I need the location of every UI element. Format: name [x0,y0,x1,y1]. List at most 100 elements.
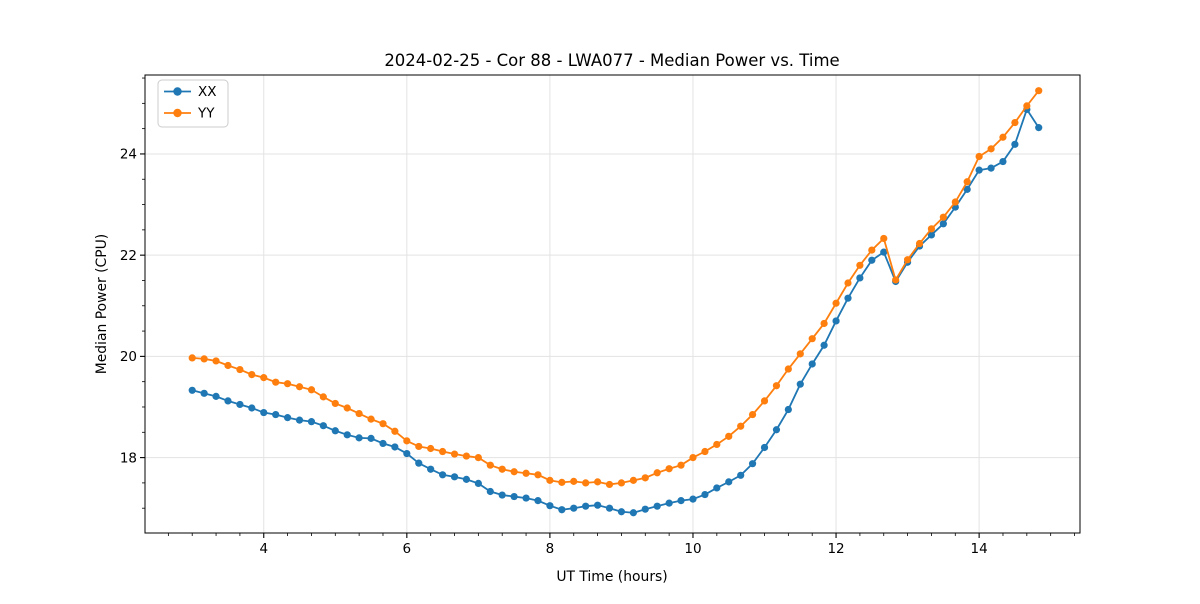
data-point-yy [808,335,816,343]
data-point-xx [999,157,1007,166]
data-point-yy [331,399,339,408]
data-point-yy [975,152,983,161]
data-point-xx [200,389,208,397]
data-point-xx [963,185,971,193]
data-point-yy [200,355,208,363]
data-point-xx [522,494,530,502]
data-point-xx [868,256,876,264]
data-point-xx [796,380,804,388]
plot-border [144,74,1081,534]
data-point-xx [272,410,280,419]
data-point-xx [677,497,685,505]
data-point-xx [486,487,494,496]
data-point-xx [355,434,363,442]
data-point-yy [748,410,757,419]
legend-marker-xx [173,87,182,96]
tick-label-layer: 4 6 8 10 12 14 18 20 22 24 [120,147,988,557]
data-point-xx [224,397,232,405]
data-point-yy [713,440,721,449]
data-point-yy [653,469,661,477]
data-point-yy [1035,87,1043,95]
data-point-yy [796,350,804,358]
data-point-xx [379,439,387,448]
data-point-yy [522,469,530,477]
x-tick-label: 4 [259,541,268,557]
data-point-yy [868,246,876,254]
data-point-yy [689,453,697,462]
data-point-yy [295,383,304,391]
data-point-xx [975,166,983,174]
data-point-xx [534,497,542,505]
data-point-yy [927,225,936,233]
legend-marker-yy [173,108,182,118]
data-point-yy [665,465,673,473]
data-point-xx [856,274,864,282]
series-line-yy [192,90,1040,486]
data-point-xx [391,443,399,451]
data-point-xx [343,431,351,439]
data-point-yy [832,299,840,307]
data-point-xx [582,502,590,510]
x-tick-label: 6 [403,541,412,557]
legend-label-yy: YY [197,106,215,122]
data-point-yy [462,452,471,460]
data-point-xx [653,502,661,510]
data-point-xx [439,471,447,479]
data-point-yy [212,357,220,365]
data-point-xx [450,473,459,481]
data-point-yy [248,371,256,379]
data-point-xx [737,471,745,479]
data-point-yy [582,479,590,487]
data-point-yy [355,409,363,418]
data-point-xx [319,422,327,430]
data-point-xx [725,478,733,486]
data-point-xx [570,504,578,512]
data-point-xx [367,434,375,442]
grid-layer [145,75,1080,533]
legend: XX YY [157,79,229,128]
data-point-yy [1011,118,1019,127]
data-point-yy [379,420,387,428]
data-point-yy [546,476,554,484]
data-point-yy [498,465,506,473]
legend-label-xx: XX [198,84,217,100]
data-point-xx [1011,140,1019,148]
data-point-xx [689,495,697,503]
data-point-yy [963,178,971,186]
y-tick-label: 22 [120,248,137,264]
data-point-yy [903,256,912,264]
data-point-xx [820,341,828,349]
data-point-xx [462,475,471,483]
data-point-xx [510,492,518,501]
data-point-xx [546,502,554,510]
tick-layer [140,77,1075,538]
data-point-xx [760,443,769,452]
data-point-xx [629,509,637,517]
data-point-xx [987,164,995,172]
data-point-yy [605,480,614,489]
data-point-yy [725,432,733,440]
data-point-yy [939,213,947,221]
data-point-yy [951,198,959,206]
data-point-yy [272,378,280,386]
data-point-yy [737,422,745,430]
data-point-yy [677,461,685,469]
data-point-xx [474,479,482,487]
data-point-yy [474,453,482,462]
series-line-xx [191,107,1040,514]
data-point-xx [188,386,196,394]
data-point-yy [772,382,781,390]
series-layer [188,87,1043,517]
data-point-xx [403,449,411,458]
data-point-xx [605,504,614,512]
data-point-yy [450,450,459,458]
legend-box [157,79,229,128]
data-point-yy [892,276,900,284]
data-point-xx [212,392,220,400]
data-point-xx [594,501,602,509]
x-tick-label: 10 [684,541,701,557]
data-point-yy [558,478,566,486]
data-point-xx [713,484,721,492]
data-point-xx [295,416,304,424]
